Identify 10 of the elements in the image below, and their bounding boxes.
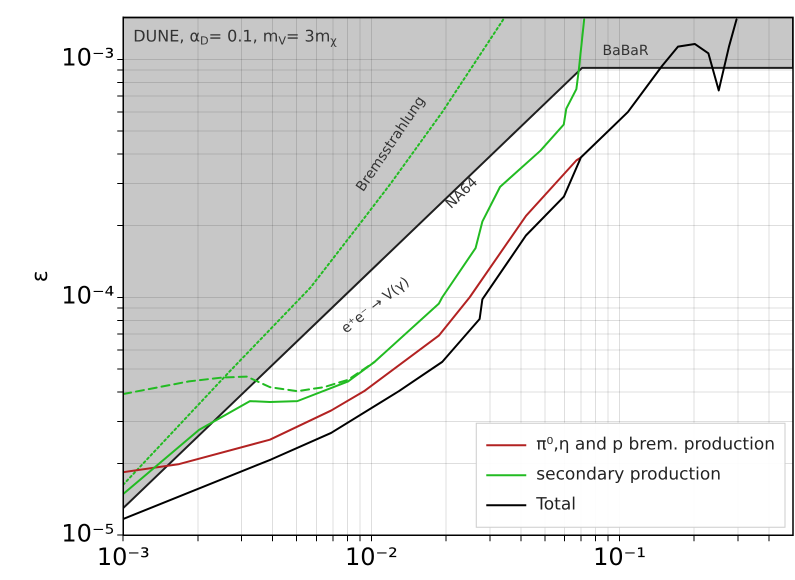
y-tick-label: 10⁻³ — [61, 44, 114, 72]
annotation: e⁺e⁻ → V(γ) — [338, 274, 413, 337]
legend-label: secondary production — [536, 464, 722, 485]
legend-label: Total — [535, 494, 576, 515]
y-axis-title: ε — [28, 270, 53, 282]
legend-label: π⁰,η and p brem. production — [536, 434, 776, 455]
x-tick-label: 10⁻² — [344, 542, 398, 571]
x-tick-label: 10⁻¹ — [593, 542, 646, 571]
y-tick-label: 10⁻⁴ — [61, 281, 114, 310]
annotation: BaBaR — [602, 43, 649, 60]
